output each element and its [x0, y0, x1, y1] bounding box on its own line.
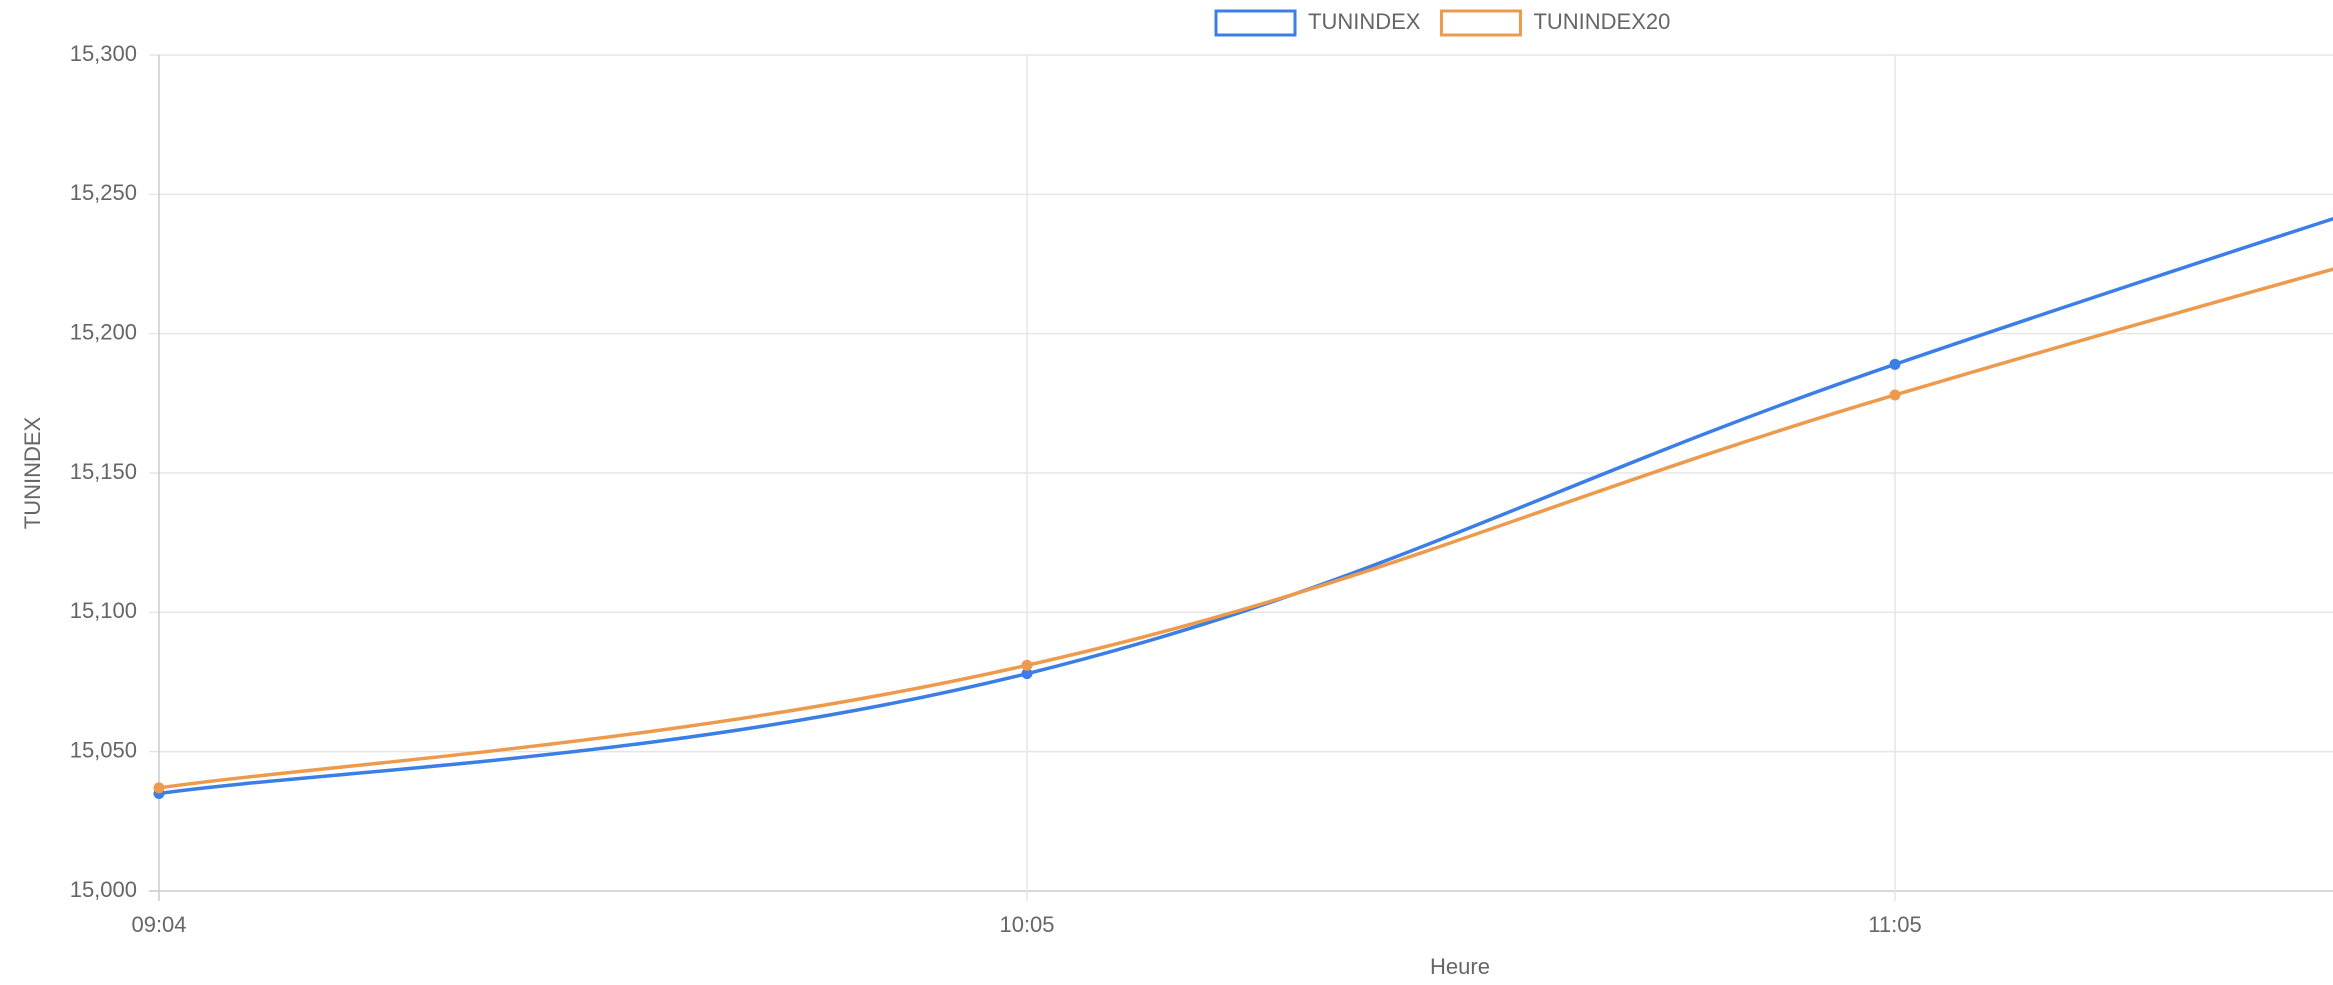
y-tick-label: 15,200	[70, 319, 137, 344]
x-tick-label: 09:04	[131, 912, 186, 937]
legend-label: TUNINDEX20	[1533, 9, 1670, 34]
x-tick-label: 10:05	[999, 912, 1054, 937]
data-point	[1889, 389, 1901, 401]
y-tick-label: 15,300	[70, 41, 137, 66]
y-tick-label: 15,100	[70, 598, 137, 623]
legend-label: TUNINDEX	[1308, 9, 1421, 34]
legend-swatch	[1214, 9, 1297, 37]
y-axis-title: TUNINDEX	[20, 416, 45, 529]
grid	[149, 54, 2333, 901]
legend: TUNINDEX TUNINDEX20	[1214, 9, 1670, 37]
data-point	[1889, 358, 1901, 370]
data-point	[1021, 659, 1033, 671]
data-point	[153, 782, 165, 794]
legend-swatch	[1439, 9, 1522, 37]
x-axis-title: Heure	[1430, 954, 1490, 979]
data-point	[1021, 668, 1033, 680]
series-line	[158, 216, 2333, 796]
series-line	[158, 267, 2333, 790]
y-tick-label: 15,250	[70, 180, 137, 205]
y-tick-label: 15,150	[70, 459, 137, 484]
x-tick-label: 11:05	[1868, 912, 1921, 937]
y-tick-label: 15,000	[70, 877, 137, 902]
y-tick-label: 15,050	[70, 737, 137, 762]
